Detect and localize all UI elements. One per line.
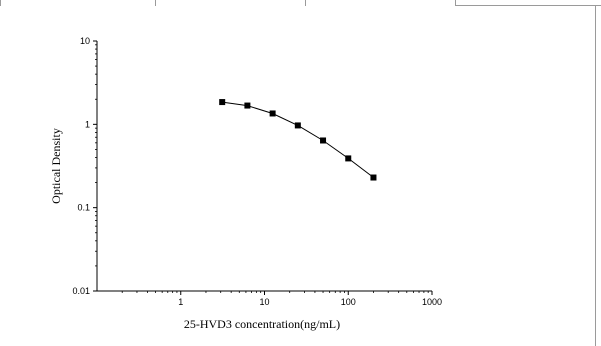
data-point-marker bbox=[219, 99, 226, 106]
y-tick-label: 0.1 bbox=[77, 203, 90, 213]
y-tick-label: 0.01 bbox=[72, 286, 90, 296]
table-border-right bbox=[595, 6, 596, 346]
data-point-marker bbox=[320, 137, 327, 144]
x-tick-label: 100 bbox=[341, 297, 356, 307]
axes bbox=[96, 41, 432, 292]
data-point-marker bbox=[269, 110, 276, 117]
x-axis-label: 25-HVD3 concentration(ng/mL) bbox=[184, 317, 340, 331]
y-axis-ticks: 10 1 0.1 0.01 bbox=[72, 36, 97, 296]
data-point-marker bbox=[370, 174, 377, 181]
y-axis-label: Optical Density bbox=[49, 128, 63, 204]
x-axis-ticks: 1 10 100 1000 bbox=[121, 291, 442, 307]
table-cell-divider bbox=[0, 0, 1, 6]
y-tick-label: 1 bbox=[85, 119, 90, 129]
x-tick-label: 1000 bbox=[422, 297, 442, 307]
series-line bbox=[222, 101, 374, 178]
x-tick-label: 10 bbox=[259, 297, 269, 307]
x-tick-label: 1 bbox=[178, 297, 183, 307]
data-point-marker bbox=[345, 155, 352, 162]
data-point-marker bbox=[244, 102, 251, 109]
data-series bbox=[219, 99, 377, 181]
table-border-line bbox=[455, 5, 601, 6]
table-cell-divider bbox=[455, 0, 456, 6]
data-point-marker bbox=[294, 122, 301, 129]
y-tick-label: 10 bbox=[80, 36, 90, 46]
table-cell-divider bbox=[305, 0, 306, 6]
table-border-top bbox=[0, 0, 601, 6]
table-cell-divider bbox=[155, 0, 156, 6]
